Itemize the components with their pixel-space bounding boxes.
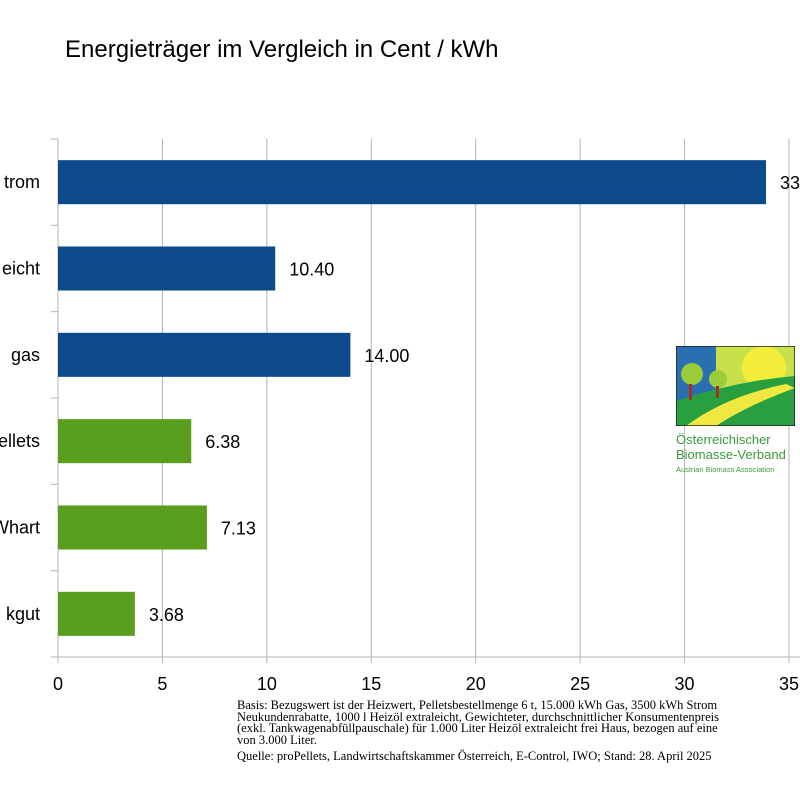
- bar: [58, 505, 207, 550]
- data-label: 7.13: [221, 519, 256, 539]
- logo-line-2: Biomasse-Verband: [676, 447, 786, 462]
- category-label: eicht: [2, 259, 40, 279]
- x-tick-label: 15: [361, 674, 381, 694]
- chart-title: Energieträger im Vergleich in Cent / kWh: [65, 36, 499, 63]
- bar: [58, 160, 767, 205]
- footnote-line: (exkl. Tankwagenabfüllpauschale) für 1.0…: [237, 721, 718, 735]
- category-label: kgut: [6, 604, 40, 624]
- data-label: 14.00: [364, 346, 409, 366]
- data-label: 33: [780, 173, 800, 193]
- x-tick-label: 10: [257, 674, 277, 694]
- x-tick-label: 25: [570, 674, 590, 694]
- footnote-line: Quelle: proPellets, Landwirtschaftskamme…: [237, 749, 712, 763]
- logo-line-3: Austrian Biomass Association: [676, 465, 775, 474]
- category-label: Whart: [0, 518, 40, 538]
- x-tick-label: 20: [466, 674, 486, 694]
- logo-line-1: Österreichischer: [676, 432, 771, 447]
- footnote-line: von 3.000 Liter.: [237, 732, 317, 747]
- x-tick-label: 0: [53, 674, 63, 694]
- category-label: trom: [4, 172, 40, 192]
- category-label: ellets: [0, 431, 40, 451]
- x-tick-label: 30: [675, 674, 695, 694]
- bar-chart: 0 5 10 15 20 25 30 35 trom 33 eicht 10.40 gas 14.00 el…: [0, 138, 800, 694]
- bar: [58, 591, 135, 636]
- bar: [58, 246, 276, 291]
- biomasse-verband-logo: Österreichischer Biomasse-Verband Austri…: [675, 345, 796, 476]
- bar: [58, 419, 192, 464]
- footnote-line: Basis: Bezugswert ist der Heizwert, Pell…: [237, 698, 718, 712]
- x-tick-label: 35: [779, 674, 799, 694]
- data-label: 6.38: [205, 432, 240, 452]
- bar: [58, 332, 351, 377]
- footnote: Basis: Bezugswert ist der Heizwert, Pell…: [237, 698, 719, 763]
- x-tick-label: 5: [157, 674, 167, 694]
- data-label: 10.40: [289, 260, 334, 280]
- footnote-line: Neukundenrabatte, 1000 l Heizöl extralei…: [237, 709, 719, 724]
- logo-landscape-image: [675, 345, 796, 427]
- data-label: 3.68: [149, 605, 184, 625]
- category-label: gas: [11, 345, 40, 365]
